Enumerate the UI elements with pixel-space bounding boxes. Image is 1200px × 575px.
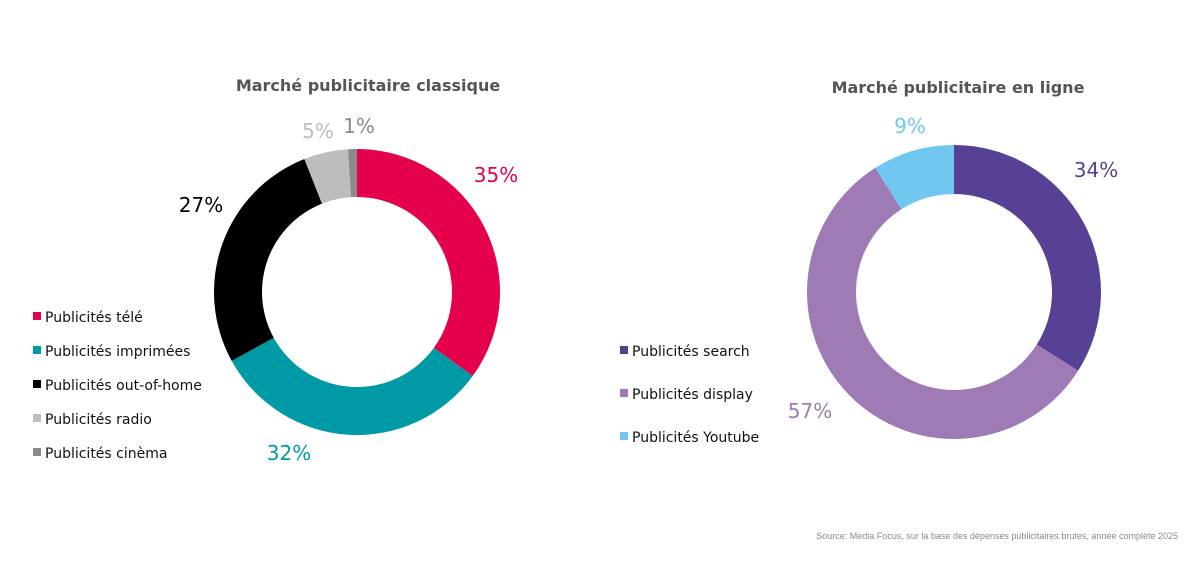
chart-title-en-ligne: Marché publicitaire en ligne [832, 78, 1085, 97]
donut-classique [213, 149, 500, 435]
slice-publicites-tele [357, 149, 500, 377]
legend-label-publicites-cinema: Publicités cinèma [45, 446, 167, 462]
value-label-publicites-search: 34% [1074, 158, 1118, 182]
legend-label-publicites-out-of-home: Publicités out-of-home [45, 378, 202, 394]
slice-publicites-cinema [348, 149, 357, 198]
legend-swatch-publicites-cinema [33, 448, 41, 456]
legend-classique: Publicités télé Publicités imprimées Publi… [33, 310, 202, 462]
legend-label-publicites-imprimees: Publicités imprimées [45, 344, 190, 360]
legend-swatch-publicites-search [620, 346, 628, 354]
slice-publicites-imprimees [231, 337, 473, 435]
value-label-publicites-cinema: 1% [343, 114, 375, 138]
legend-en-ligne: Publicités search Publicités display Publi… [620, 344, 759, 446]
value-labels-classique: 35% 32% 27% 5% 1% [179, 114, 518, 465]
legend-label-publicites-radio: Publicités radio [45, 412, 152, 428]
value-label-publicites-youtube: 9% [894, 114, 926, 138]
legend-swatch-publicites-out-of-home [33, 380, 41, 388]
chart-en-ligne: Marché publicitaire en ligne 34% 57% 9% Pu… [620, 78, 1118, 446]
chart-classique: Marché publicitaire classique 35% 32% 27% 5… [33, 76, 518, 465]
value-label-publicites-out-of-home: 27% [179, 193, 223, 217]
legend-swatch-publicites-radio [33, 414, 41, 422]
value-label-publicites-imprimees: 32% [267, 441, 311, 465]
slice-publicites-search [954, 145, 1101, 371]
donut-en-ligne [806, 145, 1101, 439]
slice-publicites-display [806, 167, 1079, 439]
legend-swatch-publicites-display [620, 389, 628, 397]
value-label-publicites-radio: 5% [302, 119, 334, 143]
legend-label-publicites-youtube: Publicités Youtube [632, 430, 759, 446]
chart-title-classique: Marché publicitaire classique [236, 76, 501, 95]
legend-label-publicites-tele: Publicités télé [45, 310, 143, 326]
value-labels-en-ligne: 34% 57% 9% [788, 114, 1118, 423]
slice-publicites-youtube [875, 145, 954, 210]
slice-publicites-radio [304, 149, 352, 204]
slice-publicites-out-of-home [213, 159, 323, 361]
legend-swatch-publicites-youtube [620, 432, 628, 440]
legend-swatch-publicites-tele [33, 312, 41, 320]
legend-label-publicites-search: Publicités search [632, 344, 750, 360]
legend-swatch-publicites-imprimees [33, 346, 41, 354]
value-label-publicites-display: 57% [788, 399, 832, 423]
value-label-publicites-tele: 35% [474, 163, 518, 187]
legend-label-publicites-display: Publicités display [632, 387, 753, 403]
source-note: Source: Media Focus, sur la base des dép… [816, 531, 1178, 541]
